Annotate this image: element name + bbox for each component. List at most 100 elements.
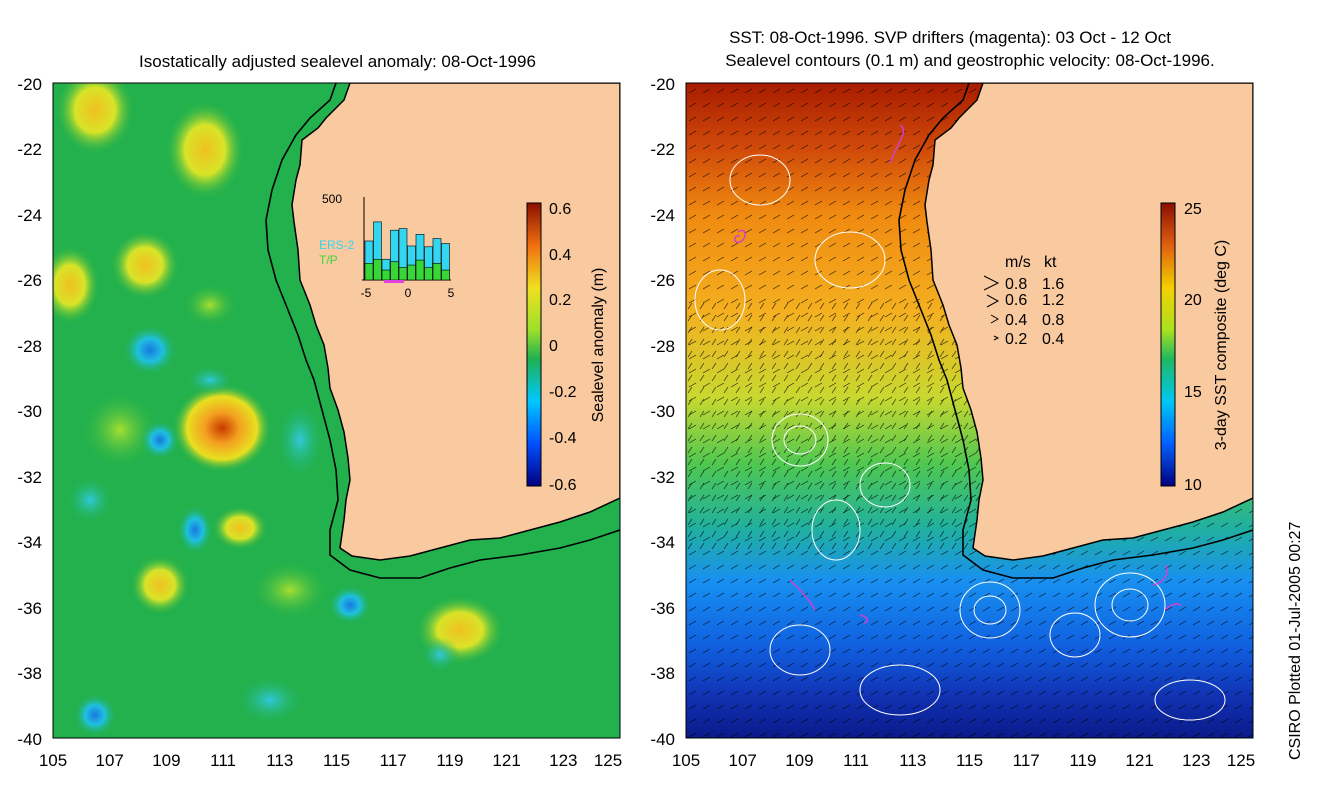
right-y-tick-label: -32	[650, 468, 675, 487]
velocity-legend-ms: 0.6	[1005, 292, 1027, 309]
right-x-tick-label: 105	[672, 751, 700, 770]
right-map-title-line1: SST: 08-Oct-1996. SVP drifters (magenta)…	[729, 28, 1171, 47]
colorbar-tick-label: 0	[549, 338, 558, 355]
sealevel-contours	[694, 154, 1226, 721]
left-x-tick-label: 113	[266, 751, 293, 770]
inset-legend-ers2: ERS-2	[319, 238, 355, 252]
right-x-tick-label: 123	[1182, 751, 1210, 770]
inset-bar-tp	[415, 259, 425, 281]
velocity-legend-kt: 1.2	[1042, 292, 1064, 309]
left-y-tick-label: -36	[17, 599, 42, 618]
right-y-tick-label: -20	[650, 75, 675, 94]
inset-bar-tp	[441, 269, 450, 281]
colorbar-label: 3-day SST composite (deg C)	[1213, 240, 1230, 450]
track-count-inset: 500 -5 0 5 ERS-2 T/P	[319, 192, 455, 300]
velocity-arrow-icon	[990, 314, 1000, 324]
left-map-frame	[52, 82, 621, 739]
left-map-title: Isostatically adjusted sealevel anomaly:…	[139, 52, 536, 71]
inset-bar-tp	[432, 263, 442, 281]
right-map: 105 107 109 111 113 115 117 119 121 123 …	[650, 75, 1255, 770]
left-x-tick-label: 119	[436, 751, 463, 770]
velocity-legend-header-kt: kt	[1044, 254, 1057, 271]
right-x-tick-label: 121	[1125, 751, 1153, 770]
velocity-vectors-mid	[686, 300, 986, 550]
left-x-tick-label: 117	[380, 751, 407, 770]
velocity-legend-kt: 0.4	[1042, 331, 1064, 348]
right-y-tick-label: -24	[650, 206, 675, 225]
velocity-legend-kt: 0.8	[1042, 312, 1064, 329]
colorbar-tick-label: 15	[1184, 384, 1202, 401]
left-y-tick-label: -40	[17, 730, 42, 749]
right-y-tick-label: -30	[650, 402, 675, 421]
left-y-axis: -20 -22 -24 -26 -28 -30 -32 -34 -36 -38 …	[17, 75, 42, 749]
left-map: 105 107 109 111 113 115 117 119 121 123 …	[17, 75, 622, 770]
left-y-tick-label: -38	[17, 664, 42, 683]
right-x-tick-label: 119	[1069, 751, 1096, 770]
inset-bar-tp	[390, 261, 399, 281]
inset-date-marker	[384, 280, 404, 283]
anomaly-blobs	[53, 83, 505, 737]
inset-bar-tp	[364, 263, 374, 281]
right-shelf-contour	[898, 83, 1253, 579]
right-x-tick-label: 115	[956, 751, 983, 770]
inset-bar-tp	[381, 269, 391, 281]
velocity-arrow-icon	[983, 275, 1000, 291]
colorbar-tick-label: 20	[1184, 292, 1202, 309]
right-x-tick-label: 111	[843, 751, 869, 770]
velocity-legend-ms: 0.4	[1005, 312, 1027, 329]
right-y-tick-label: -34	[650, 533, 675, 552]
left-x-tick-label: 125	[594, 751, 622, 770]
right-y-tick-label: -40	[650, 730, 675, 749]
right-x-tick-label: 125	[1227, 751, 1255, 770]
right-map-title-line2: Sealevel contours (0.1 m) and geostrophi…	[725, 51, 1215, 70]
left-x-axis: 105 107 109 111 113 115 117 119 121 123 …	[39, 751, 622, 770]
colorbar-tick-label: 0.2	[549, 292, 571, 309]
inset-bar-tp	[424, 267, 433, 281]
colorbar-label: Sealevel anomaly (m)	[590, 268, 607, 423]
right-y-tick-label: -38	[650, 664, 675, 683]
right-y-tick-label: -22	[650, 140, 675, 159]
left-y-tick-label: -24	[17, 206, 42, 225]
inset-bar-tp	[398, 267, 408, 281]
left-x-tick-label: 121	[492, 751, 520, 770]
right-y-tick-label: -26	[650, 271, 675, 290]
inset-ymax-label: 500	[322, 192, 342, 206]
colorbar-tick-label: 0.4	[549, 247, 571, 264]
left-y-tick-label: -30	[17, 402, 42, 421]
left-shelf-contour	[265, 83, 620, 579]
inset-bar-tp	[407, 264, 416, 281]
plot-credit: CSIRO Plotted 01-Jul-2005 00:27	[1287, 521, 1304, 760]
inset-bars	[364, 221, 450, 281]
velocity-legend-kt: 1.6	[1042, 276, 1064, 293]
right-x-tick-label: 107	[729, 751, 757, 770]
right-x-axis: 105 107 109 111 113 115 117 119 121 123 …	[672, 751, 1255, 770]
colorbar-tick-label: -0.2	[549, 384, 577, 401]
inset-x-tick-label: 5	[448, 286, 455, 300]
velocity-legend-header-ms: m/s	[1005, 254, 1031, 271]
colorbar-tick-label: 10	[1184, 477, 1202, 494]
velocity-legend-ms: 0.2	[1005, 331, 1027, 348]
left-y-tick-label: -34	[17, 533, 42, 552]
right-y-tick-label: -28	[650, 337, 675, 356]
inset-legend-tp: T/P	[319, 253, 338, 267]
left-y-tick-label: -28	[17, 337, 42, 356]
right-x-tick-label: 113	[899, 751, 926, 770]
left-x-tick-label: 123	[549, 751, 577, 770]
colorbar-tick-label: -0.4	[549, 430, 577, 447]
colorbar-tick-label: -0.6	[549, 477, 577, 494]
velocity-legend-ms: 0.8	[1005, 276, 1027, 293]
anomaly-colorbar: 0.6 0.4 0.2 0 -0.2 -0.4 -0.6 Sealevel an…	[526, 201, 607, 494]
right-x-tick-label: 109	[785, 751, 813, 770]
inset-x-tick-label: 0	[405, 286, 412, 300]
right-x-tick-label: 117	[1013, 751, 1040, 770]
colorbar-tick-label: 0.6	[549, 201, 571, 218]
right-map-frame	[685, 82, 1254, 739]
left-x-tick-label: 111	[210, 751, 236, 770]
left-y-tick-label: -32	[17, 468, 42, 487]
left-y-tick-label: -22	[17, 140, 42, 159]
left-y-tick-label: -20	[17, 75, 42, 94]
colorbar-tick-label: 25	[1184, 201, 1202, 218]
sst-colorbar: 25 20 15 10 3-day SST composite (deg C)	[1160, 201, 1230, 494]
left-x-tick-label: 105	[39, 751, 67, 770]
